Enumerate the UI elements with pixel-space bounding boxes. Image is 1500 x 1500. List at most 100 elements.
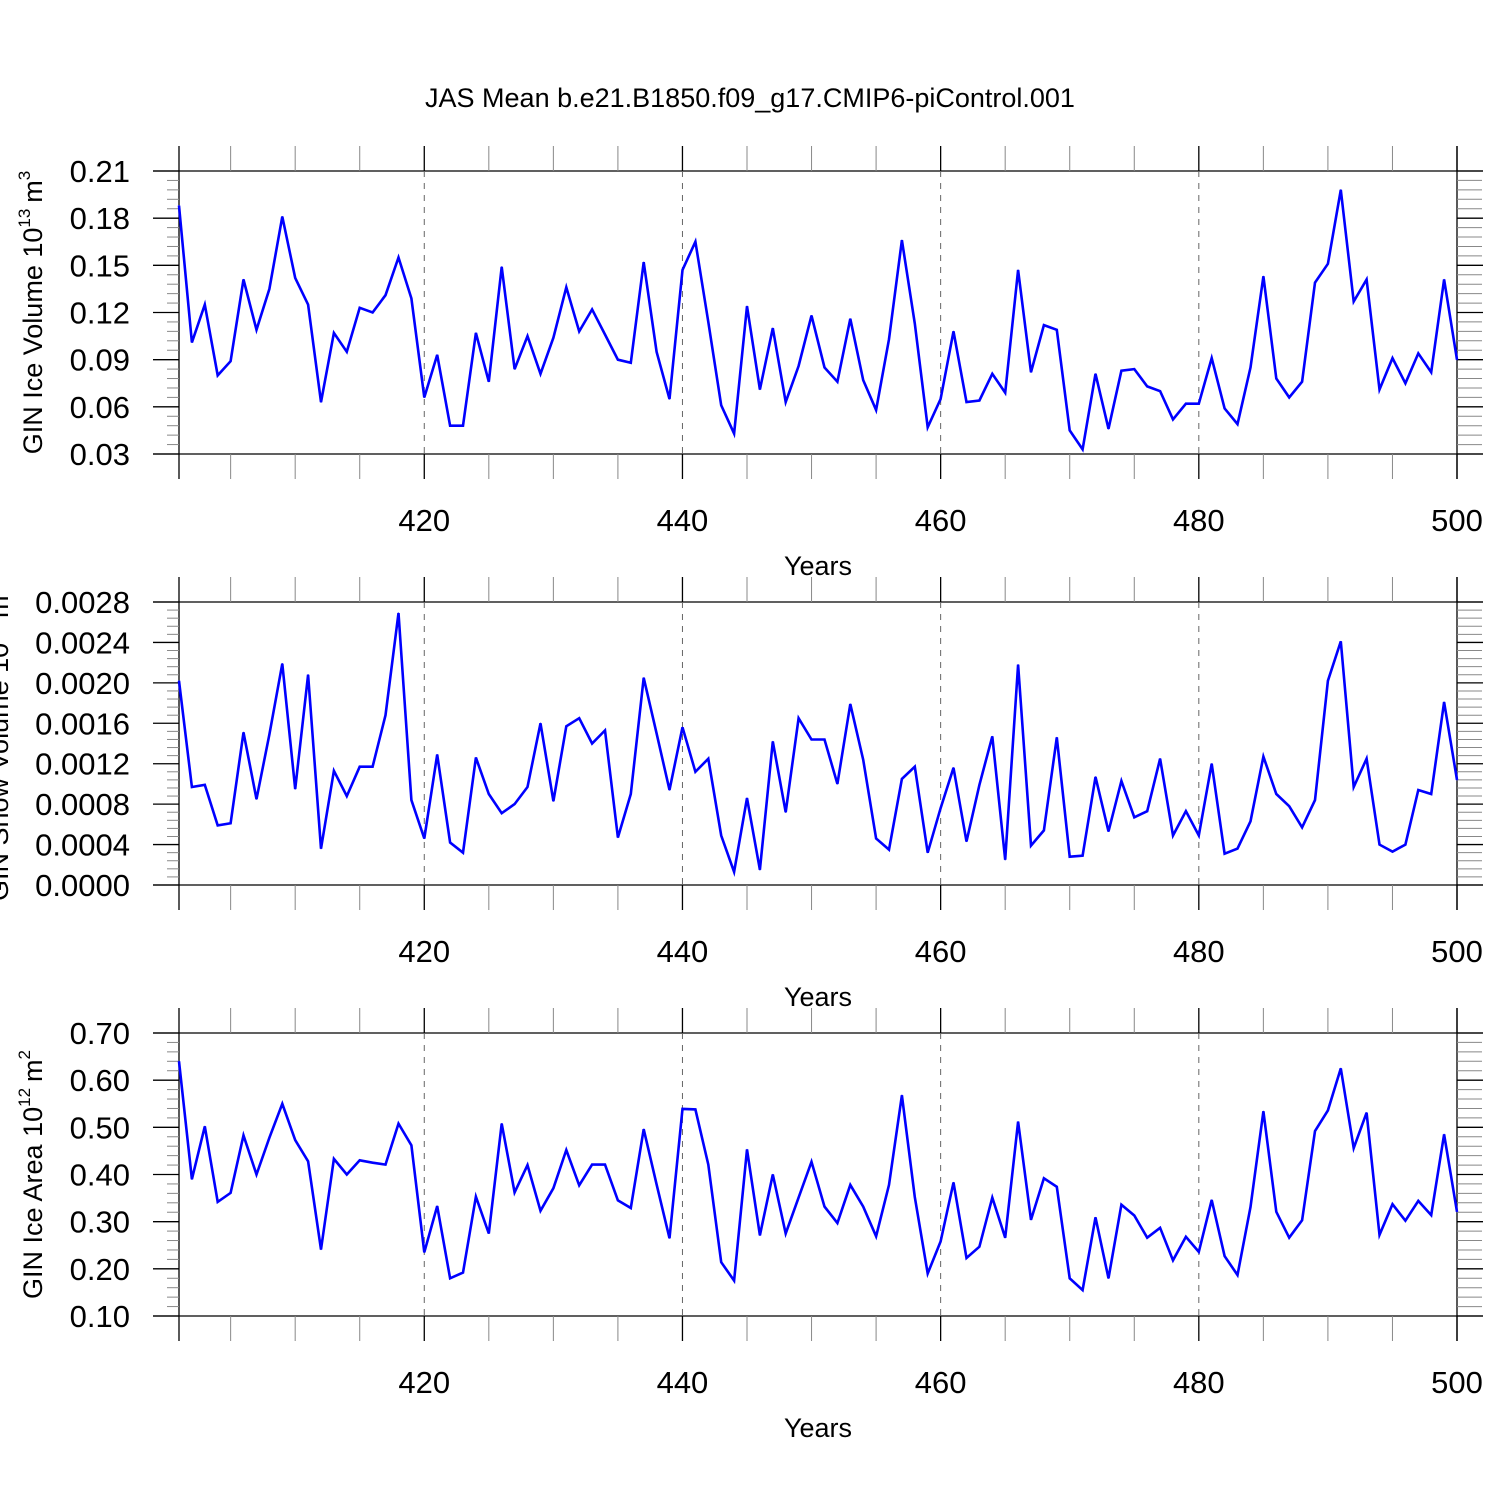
data-point bbox=[488, 793, 490, 795]
data-point bbox=[785, 1232, 787, 1235]
data-point bbox=[501, 266, 503, 268]
data-point bbox=[475, 757, 477, 759]
data-point bbox=[1327, 680, 1329, 682]
data-point bbox=[501, 812, 503, 814]
series-line bbox=[177, 612, 1459, 878]
data-point bbox=[178, 680, 180, 682]
data-point bbox=[178, 204, 180, 207]
data-point bbox=[372, 766, 374, 768]
data-point bbox=[875, 837, 877, 840]
data-point bbox=[1224, 853, 1226, 855]
data-point bbox=[1314, 799, 1316, 801]
data-point bbox=[604, 333, 606, 336]
data-point bbox=[1082, 1289, 1084, 1291]
data-point bbox=[965, 401, 968, 403]
data-point bbox=[1262, 756, 1264, 758]
data-point bbox=[191, 786, 193, 788]
y-tick-label: 0.70 bbox=[70, 1016, 130, 1051]
data-point bbox=[242, 278, 245, 281]
data-point bbox=[410, 297, 412, 299]
data-point bbox=[617, 1199, 619, 1202]
data-point bbox=[617, 359, 619, 361]
data-point bbox=[320, 848, 322, 850]
data-point bbox=[436, 754, 438, 756]
data-point bbox=[1314, 282, 1316, 284]
panel-1: 420 440 460 480 500 Years 0.03 0.06 0.09 0.12 0.15… bbox=[15, 146, 1483, 581]
data-point bbox=[849, 703, 851, 705]
data-point bbox=[565, 286, 567, 288]
data-point bbox=[1275, 377, 1277, 380]
y-tick-label: 0.09 bbox=[70, 343, 130, 378]
data-point bbox=[1275, 1211, 1277, 1213]
y-axis-label-exponent: 13 bbox=[15, 209, 34, 228]
data-point bbox=[1030, 371, 1032, 373]
data-point bbox=[810, 1161, 813, 1163]
data-point bbox=[1366, 1112, 1368, 1114]
data-point bbox=[914, 1196, 916, 1198]
y-axis-label: GIN Ice Area 1012 m2 bbox=[15, 1050, 48, 1299]
data-point bbox=[1456, 359, 1458, 361]
data-point bbox=[1327, 1109, 1329, 1111]
data-point bbox=[1378, 843, 1381, 846]
data-point bbox=[914, 766, 916, 768]
data-point bbox=[643, 1128, 645, 1130]
data-point bbox=[423, 837, 425, 840]
data-point bbox=[539, 722, 542, 724]
data-point bbox=[475, 1196, 477, 1198]
y-axis-label-text: GIN Ice Volume 10 bbox=[18, 228, 48, 455]
data-point bbox=[1094, 1216, 1097, 1219]
data-point bbox=[1430, 793, 1432, 795]
data-point bbox=[191, 1178, 193, 1180]
data-point bbox=[836, 783, 838, 785]
y-tick-label: 0.0008 bbox=[35, 787, 130, 822]
data-point bbox=[514, 368, 516, 370]
data-point bbox=[462, 1272, 464, 1274]
data-point bbox=[449, 425, 451, 427]
data-point bbox=[810, 315, 813, 317]
data-point bbox=[591, 1163, 593, 1166]
data-point bbox=[204, 304, 206, 306]
data-point bbox=[901, 778, 903, 780]
y-tick-label: 0.21 bbox=[70, 154, 130, 189]
data-point bbox=[862, 759, 864, 761]
data-point bbox=[849, 318, 851, 320]
data-point bbox=[656, 732, 658, 734]
data-point bbox=[1017, 269, 1019, 271]
data-point bbox=[630, 1207, 632, 1209]
y-axis-label-text: GIN Ice Area 10 bbox=[18, 1107, 48, 1299]
data-point bbox=[359, 766, 361, 768]
data-point bbox=[372, 1162, 374, 1164]
data-point bbox=[656, 1183, 658, 1186]
data-point bbox=[643, 261, 645, 263]
data-point bbox=[242, 1134, 245, 1136]
data-point bbox=[410, 799, 412, 801]
data-point bbox=[552, 337, 554, 339]
data-point bbox=[397, 256, 400, 259]
y-tick-label: 0.18 bbox=[70, 201, 130, 236]
data-point bbox=[1249, 1206, 1252, 1208]
data-point bbox=[320, 401, 322, 403]
data-point bbox=[927, 852, 929, 854]
data-point bbox=[1262, 275, 1264, 277]
data-point bbox=[1301, 826, 1303, 828]
data-point bbox=[733, 432, 735, 435]
data-point bbox=[372, 311, 374, 314]
data-point bbox=[1069, 429, 1071, 432]
data-point bbox=[1133, 1214, 1135, 1217]
data-point bbox=[1340, 189, 1342, 191]
data-point bbox=[694, 1108, 696, 1111]
data-point bbox=[1378, 388, 1381, 391]
data-point bbox=[242, 731, 245, 733]
data-point bbox=[230, 1192, 232, 1194]
data-point bbox=[1288, 396, 1290, 398]
data-point bbox=[823, 1205, 826, 1208]
data-point bbox=[746, 1148, 748, 1151]
data-point bbox=[1366, 278, 1368, 281]
data-point bbox=[952, 767, 955, 769]
data-point bbox=[333, 1158, 335, 1160]
data-point bbox=[1211, 763, 1213, 765]
data-point bbox=[1224, 1255, 1226, 1257]
y-tick-label: 0.0016 bbox=[35, 706, 130, 741]
data-point bbox=[978, 399, 980, 402]
